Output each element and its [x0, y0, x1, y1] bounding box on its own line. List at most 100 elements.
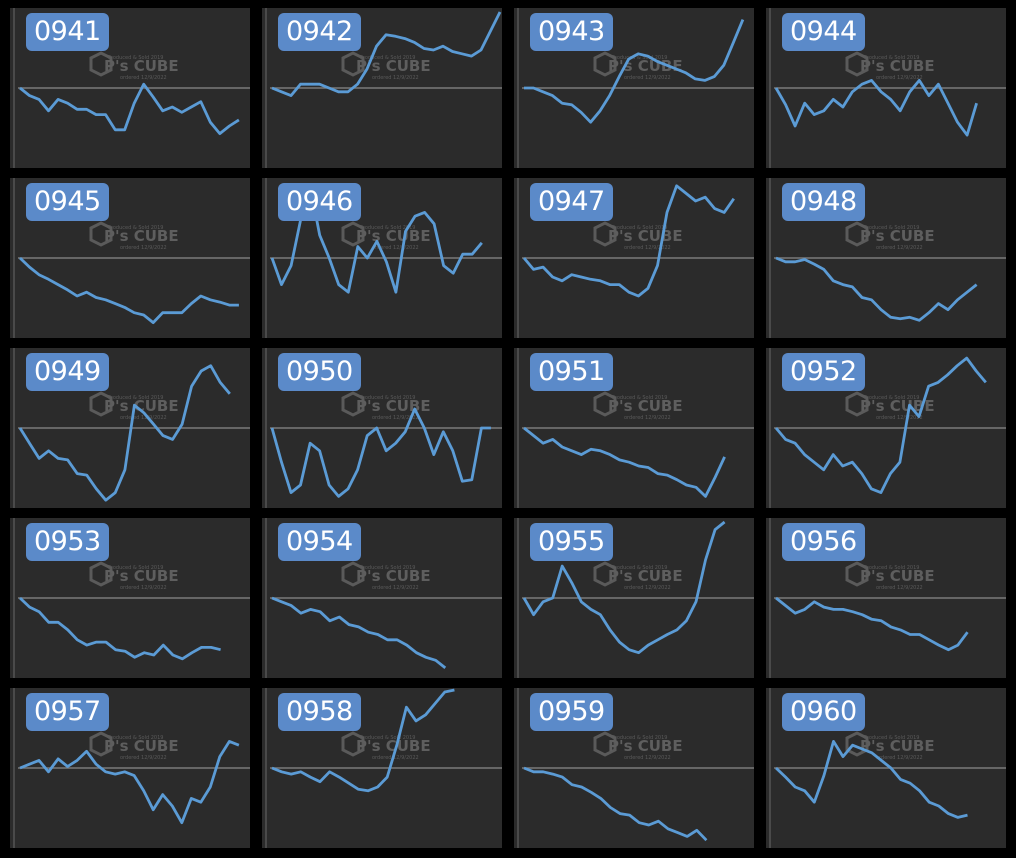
svg-text:ordered 12/9/2022: ordered 12/9/2022 — [372, 585, 419, 591]
svg-text:P's CUBE: P's CUBE — [608, 567, 683, 585]
series-line — [271, 11, 502, 97]
chart-title: 0954 — [278, 523, 361, 561]
series-line — [270, 407, 491, 498]
series-line — [18, 364, 231, 502]
chart-title: 0944 — [782, 13, 865, 51]
svg-text:ordered 12/9/2022: ordered 12/9/2022 — [876, 585, 923, 591]
svg-text:Produced & Sold 2019: Produced & Sold 2019 — [108, 225, 163, 231]
svg-text:ordered 12/9/2022: ordered 12/9/2022 — [876, 755, 923, 761]
chart-panel: Produced & Sold 2019 P's CUBE ordered 12/9… — [262, 688, 502, 848]
chart-title: 0941 — [26, 13, 109, 51]
svg-text:ordered 12/9/2022: ordered 12/9/2022 — [120, 75, 167, 81]
svg-text:ordered 12/9/2022: ordered 12/9/2022 — [120, 755, 167, 761]
chart-panel: Produced & Sold 2019 P's CUBE ordered 12/9… — [10, 688, 250, 848]
chart-panel: Produced & Sold 2019 P's CUBE ordered 12/9… — [10, 348, 250, 508]
series-line — [19, 256, 239, 325]
chart-panel: Produced & Sold 2019 P's CUBE ordered 12/9… — [514, 688, 754, 848]
svg-text:P's CUBE: P's CUBE — [356, 567, 431, 585]
chart-panel: Produced & Sold 2019 P's CUBE ordered 12/9… — [514, 8, 754, 168]
svg-text:P's CUBE: P's CUBE — [608, 737, 683, 755]
chart-title: 0951 — [530, 353, 613, 391]
svg-text:Produced & Sold 2019: Produced & Sold 2019 — [612, 395, 667, 401]
chart-title: 0946 — [278, 183, 361, 221]
chart-title: 0947 — [530, 183, 613, 221]
series-line — [774, 79, 978, 137]
svg-text:Produced & Sold 2019: Produced & Sold 2019 — [864, 225, 919, 231]
svg-text:ordered 12/9/2022: ordered 12/9/2022 — [624, 75, 671, 81]
svg-text:P's CUBE: P's CUBE — [356, 57, 431, 75]
svg-text:ordered 12/9/2022: ordered 12/9/2022 — [624, 585, 671, 591]
chart-panel: Produced & Sold 2019 P's CUBE ordered 12/9… — [766, 8, 1006, 168]
svg-text:P's CUBE: P's CUBE — [104, 737, 179, 755]
series-line — [775, 740, 968, 819]
svg-text:ordered 12/9/2022: ordered 12/9/2022 — [876, 415, 923, 421]
svg-text:Produced & Sold 2019: Produced & Sold 2019 — [864, 565, 919, 571]
svg-text:P's CUBE: P's CUBE — [356, 397, 431, 415]
svg-text:ordered 12/9/2022: ordered 12/9/2022 — [120, 415, 167, 421]
svg-text:ordered 12/9/2022: ordered 12/9/2022 — [372, 75, 419, 81]
chart-title: 0942 — [278, 13, 361, 51]
svg-text:P's CUBE: P's CUBE — [860, 57, 935, 75]
series-line — [522, 520, 726, 655]
svg-text:Produced & Sold 2019: Produced & Sold 2019 — [108, 395, 163, 401]
chart-title: 0952 — [782, 353, 865, 391]
chart-panel: Produced & Sold 2019 P's CUBE ordered 12/9… — [514, 348, 754, 508]
chart-panel: Produced & Sold 2019 P's CUBE ordered 12/9… — [262, 348, 502, 508]
chart-title: 0959 — [530, 693, 613, 731]
svg-text:Produced & Sold 2019: Produced & Sold 2019 — [612, 55, 667, 61]
chart-title: 0955 — [530, 523, 613, 561]
svg-text:Produced & Sold 2019: Produced & Sold 2019 — [864, 55, 919, 61]
chart-title: 0950 — [278, 353, 361, 391]
chart-panel: Produced & Sold 2019 P's CUBE ordered 12/9… — [766, 348, 1006, 508]
chart-panel: Produced & Sold 2019 P's CUBE ordered 12/9… — [262, 518, 502, 678]
series-line — [774, 356, 987, 495]
chart-panel: Produced & Sold 2019 P's CUBE ordered 12/9… — [514, 518, 754, 678]
svg-text:ordered 12/9/2022: ordered 12/9/2022 — [876, 75, 923, 81]
chart-title: 0957 — [26, 693, 109, 731]
svg-text:ordered 12/9/2022: ordered 12/9/2022 — [624, 245, 671, 251]
chart-panel: Produced & Sold 2019 P's CUBE ordered 12/9… — [10, 518, 250, 678]
series-line — [524, 19, 745, 124]
svg-text:Produced & Sold 2019: Produced & Sold 2019 — [864, 735, 919, 741]
series-line — [775, 596, 969, 652]
svg-text:P's CUBE: P's CUBE — [860, 397, 935, 415]
svg-text:ordered 12/9/2022: ordered 12/9/2022 — [372, 415, 419, 421]
chart-title: 0948 — [782, 183, 865, 221]
svg-text:Produced & Sold 2019: Produced & Sold 2019 — [108, 735, 163, 741]
chart-title: 0953 — [26, 523, 109, 561]
chart-panel: Produced & Sold 2019 P's CUBE ordered 12/9… — [766, 518, 1006, 678]
svg-text:Produced & Sold 2019: Produced & Sold 2019 — [360, 565, 415, 571]
svg-text:ordered 12/9/2022: ordered 12/9/2022 — [876, 245, 923, 251]
svg-text:P's CUBE: P's CUBE — [356, 227, 431, 245]
svg-text:ordered 12/9/2022: ordered 12/9/2022 — [624, 755, 671, 761]
svg-text:P's CUBE: P's CUBE — [608, 397, 683, 415]
chart-panel: Produced & Sold 2019 P's CUBE ordered 12/9… — [514, 178, 754, 338]
chart-panel: Produced & Sold 2019 P's CUBE ordered 12/9… — [262, 178, 502, 338]
